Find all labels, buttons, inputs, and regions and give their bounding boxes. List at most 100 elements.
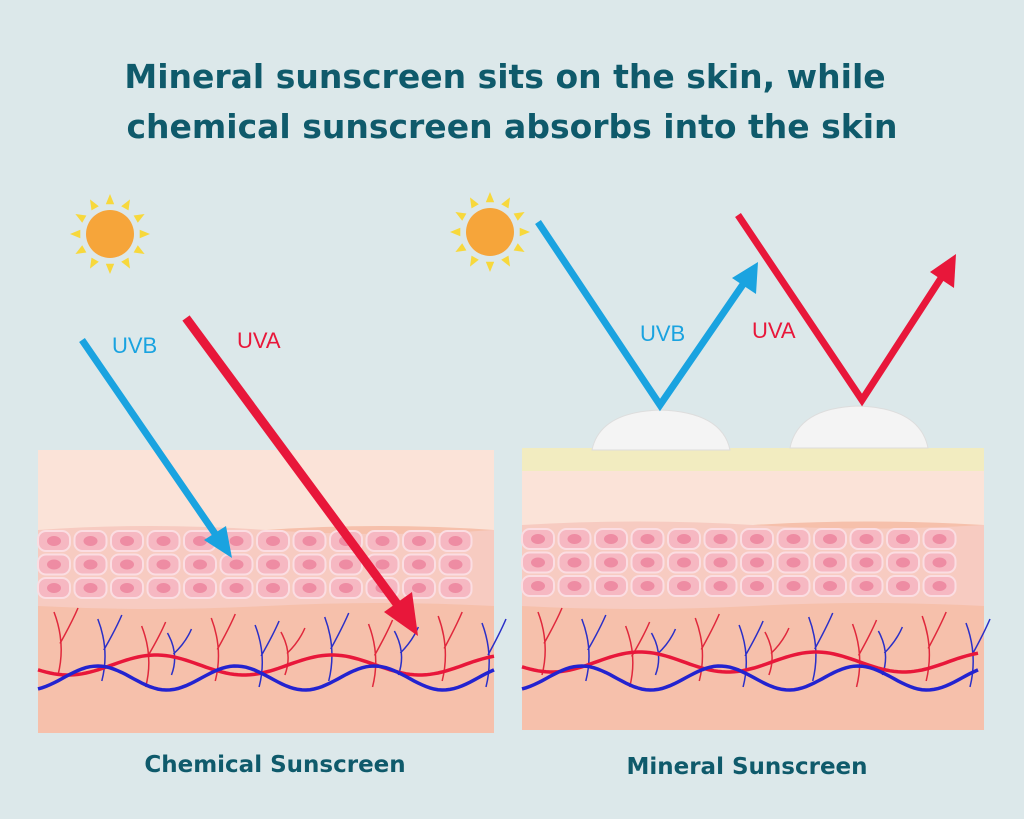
- nucleus: [567, 581, 582, 591]
- nucleus: [750, 534, 764, 544]
- nucleus: [932, 581, 947, 591]
- nucleus: [896, 581, 910, 591]
- capillary: [481, 618, 507, 688]
- nucleus: [567, 534, 582, 544]
- sun-ray: [470, 197, 479, 209]
- capillary: [537, 607, 563, 676]
- sun-ray: [455, 243, 467, 252]
- nucleus: [823, 581, 837, 591]
- nucleus: [677, 557, 691, 568]
- nucleus: [193, 536, 207, 546]
- blood-vessel: [37, 664, 495, 692]
- sun-ray: [519, 227, 530, 237]
- blood-vessel: [37, 653, 495, 677]
- sunscreen-film: [522, 448, 984, 471]
- nucleus: [302, 583, 317, 593]
- sun: [466, 208, 514, 256]
- blood-vessel: [521, 650, 979, 674]
- nucleus: [448, 559, 463, 570]
- nucleus: [120, 536, 134, 546]
- nucleus: [339, 559, 353, 570]
- nucleus: [156, 583, 171, 593]
- sun-ray: [455, 212, 467, 221]
- capillary: [851, 619, 878, 688]
- nucleus: [83, 559, 98, 570]
- capillary: [97, 614, 123, 682]
- nucleus: [677, 534, 691, 544]
- sun-ray: [485, 261, 495, 272]
- title-line: chemical sunscreen absorbs into the skin: [126, 107, 897, 146]
- nucleus: [859, 534, 874, 544]
- uva-ray: [182, 315, 404, 611]
- nucleus: [823, 557, 837, 568]
- nucleus: [604, 534, 618, 544]
- cells: [37, 528, 957, 599]
- nucleus: [713, 534, 728, 544]
- nucleus: [193, 583, 207, 593]
- sun-ray: [121, 257, 130, 269]
- sun-ray: [75, 245, 87, 254]
- nucleus: [750, 557, 764, 568]
- nucleus: [193, 559, 207, 570]
- nucleus: [339, 583, 353, 593]
- nucleus: [229, 583, 244, 593]
- nucleus: [896, 557, 910, 568]
- sun-ray: [450, 227, 461, 237]
- capillary: [166, 628, 193, 676]
- sun-ray: [139, 229, 150, 239]
- sun-ray: [501, 255, 510, 267]
- nucleus: [47, 583, 61, 593]
- nucleus: [229, 559, 244, 570]
- nucleus: [375, 536, 390, 546]
- epidermis: [38, 450, 494, 534]
- uva-ray: [735, 213, 948, 407]
- nucleus: [932, 534, 947, 544]
- capillary: [280, 627, 306, 676]
- arrowhead: [732, 262, 758, 294]
- capillary: [694, 613, 720, 682]
- nucleus: [859, 557, 874, 568]
- capillary: [210, 613, 236, 682]
- blood-vessel: [521, 664, 979, 692]
- ray-label: UVA: [237, 328, 281, 353]
- nucleus: [83, 583, 98, 593]
- nucleus: [640, 581, 655, 591]
- sun-ray: [133, 214, 145, 223]
- nucleus: [786, 581, 801, 591]
- uvb-ray: [535, 220, 749, 412]
- nucleus: [713, 581, 728, 591]
- nucleus: [302, 536, 317, 546]
- nucleus: [640, 534, 655, 544]
- nucleus: [266, 536, 280, 546]
- capillary: [808, 612, 834, 682]
- nucleus: [640, 557, 655, 568]
- sun-ray: [121, 199, 130, 211]
- capillary: [53, 607, 79, 676]
- nucleus: [412, 536, 426, 546]
- nucleus: [823, 534, 837, 544]
- capillary: [581, 614, 607, 682]
- arrowhead: [384, 592, 418, 636]
- nucleus: [375, 559, 390, 570]
- nucleus: [604, 557, 618, 568]
- sun-ray: [105, 263, 115, 274]
- nucleus: [859, 581, 874, 591]
- capillary: [324, 612, 350, 682]
- capillary: [764, 627, 790, 676]
- sun-ray: [501, 197, 510, 209]
- suns: [70, 192, 530, 274]
- sun-ray: [485, 192, 495, 203]
- nucleus: [302, 559, 317, 570]
- epidermis: [522, 470, 984, 529]
- capillary: [367, 619, 394, 688]
- nucleus: [266, 583, 280, 593]
- sun-ray: [133, 245, 145, 254]
- mineral-blob: [789, 405, 929, 449]
- nucleus: [531, 581, 545, 591]
- capillary: [738, 620, 764, 688]
- ray-label: UVB: [112, 333, 157, 358]
- ray-label: UVB: [640, 321, 685, 346]
- nucleus: [156, 559, 171, 570]
- vessels: [37, 607, 991, 692]
